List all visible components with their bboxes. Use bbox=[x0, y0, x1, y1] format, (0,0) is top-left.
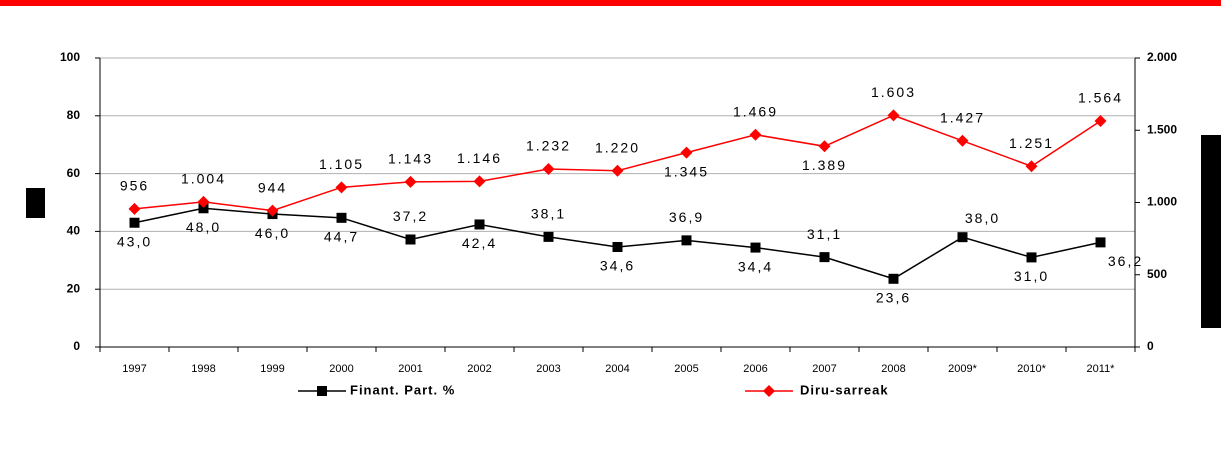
marker bbox=[1095, 237, 1106, 248]
marker bbox=[611, 164, 624, 177]
y-tick-label: 100 bbox=[60, 50, 80, 64]
data-label: 37,2 bbox=[393, 208, 428, 224]
data-label: 1.232 bbox=[526, 138, 571, 154]
decoration bbox=[1201, 135, 1221, 328]
marker bbox=[612, 242, 623, 253]
marker bbox=[1025, 160, 1038, 173]
y-tick-label: 20 bbox=[67, 281, 81, 295]
x-tick-label: 2011* bbox=[1087, 363, 1116, 375]
data-label: 36,2 bbox=[1108, 253, 1143, 269]
marker bbox=[887, 109, 900, 122]
data-label: 31,0 bbox=[1014, 268, 1049, 284]
legend-label: Finant. Part. % bbox=[350, 382, 455, 397]
x-tick-label: 2005 bbox=[674, 363, 698, 375]
data-label: 1.251 bbox=[1009, 135, 1054, 151]
data-label: 1.389 bbox=[802, 157, 847, 173]
data-label: 36,9 bbox=[669, 209, 704, 225]
data-label: 31,1 bbox=[807, 226, 842, 242]
marker bbox=[266, 204, 279, 217]
x-tick-label: 2009* bbox=[948, 363, 977, 375]
data-label: 1.004 bbox=[181, 171, 226, 187]
y-tick-label: 80 bbox=[67, 108, 81, 122]
marker bbox=[198, 203, 209, 214]
data-label: 944 bbox=[258, 179, 287, 195]
marker bbox=[474, 219, 485, 230]
legend-marker bbox=[763, 385, 775, 397]
marker bbox=[197, 195, 210, 208]
marker bbox=[336, 212, 347, 223]
data-label: 1.427 bbox=[940, 110, 985, 126]
data-label: 42,4 bbox=[462, 235, 497, 251]
data-label: 34,6 bbox=[600, 258, 635, 274]
marker bbox=[473, 175, 486, 188]
marker bbox=[888, 273, 899, 284]
data-label: 1.603 bbox=[871, 84, 916, 100]
y2-tick-label: 0 bbox=[1147, 339, 1154, 353]
marker bbox=[1026, 252, 1037, 263]
legend-marker bbox=[317, 386, 327, 396]
marker bbox=[128, 202, 141, 215]
x-tick-label: 2006 bbox=[743, 363, 767, 375]
data-label: 38,0 bbox=[965, 210, 1000, 226]
x-tick-label: 2004 bbox=[605, 363, 629, 375]
x-tick-label: 1999 bbox=[260, 363, 284, 375]
marker bbox=[818, 140, 831, 153]
data-label: 956 bbox=[120, 178, 149, 194]
x-tick-label: 2003 bbox=[536, 363, 560, 375]
y-tick-label: 0 bbox=[73, 339, 80, 353]
marker bbox=[335, 181, 348, 194]
x-tick-label: 2000 bbox=[329, 363, 353, 375]
data-label: 34,4 bbox=[738, 258, 773, 274]
data-label: 1.220 bbox=[595, 139, 640, 155]
x-tick-label: 2010* bbox=[1017, 363, 1046, 375]
y2-tick-label: 2.000 bbox=[1147, 50, 1177, 64]
marker bbox=[956, 134, 969, 147]
marker bbox=[1094, 115, 1107, 128]
series-line bbox=[134, 114, 1101, 212]
marker bbox=[957, 232, 968, 243]
marker bbox=[819, 252, 830, 263]
marker bbox=[750, 242, 761, 253]
marker bbox=[543, 231, 554, 242]
data-label: 1.146 bbox=[457, 150, 502, 166]
marker bbox=[405, 234, 416, 245]
data-label: 23,6 bbox=[876, 289, 911, 305]
x-tick-label: 2008 bbox=[881, 363, 905, 375]
data-label: 1.469 bbox=[733, 103, 778, 119]
x-tick-label: 2002 bbox=[467, 363, 491, 375]
data-label: 1.345 bbox=[664, 163, 709, 179]
data-label: 1.564 bbox=[1078, 90, 1123, 106]
x-tick-label: 2007 bbox=[812, 363, 836, 375]
data-label: 43,0 bbox=[117, 233, 152, 249]
x-tick-label: 1997 bbox=[122, 363, 146, 375]
data-label: 46,0 bbox=[255, 225, 290, 241]
legend-label: Diru-sarreak bbox=[800, 382, 889, 397]
marker bbox=[404, 175, 417, 188]
y-tick-label: 60 bbox=[67, 166, 81, 180]
top-bar bbox=[0, 0, 1221, 6]
y-tick-label: 40 bbox=[67, 224, 81, 238]
decoration bbox=[26, 188, 45, 218]
data-label: 38,1 bbox=[531, 206, 566, 222]
marker bbox=[542, 162, 555, 175]
data-label: 1.143 bbox=[388, 151, 433, 167]
x-tick-label: 1998 bbox=[191, 363, 215, 375]
y2-tick-label: 500 bbox=[1147, 267, 1167, 281]
y2-tick-label: 1.500 bbox=[1147, 122, 1177, 136]
marker bbox=[749, 128, 762, 141]
x-tick-label: 2001 bbox=[398, 363, 422, 375]
y2-tick-label: 1.000 bbox=[1147, 195, 1177, 209]
marker bbox=[681, 235, 692, 246]
data-label: 1.105 bbox=[319, 156, 364, 172]
marker bbox=[680, 146, 693, 159]
data-label: 44,7 bbox=[324, 229, 359, 245]
data-label: 48,0 bbox=[186, 219, 221, 235]
marker bbox=[129, 217, 140, 228]
